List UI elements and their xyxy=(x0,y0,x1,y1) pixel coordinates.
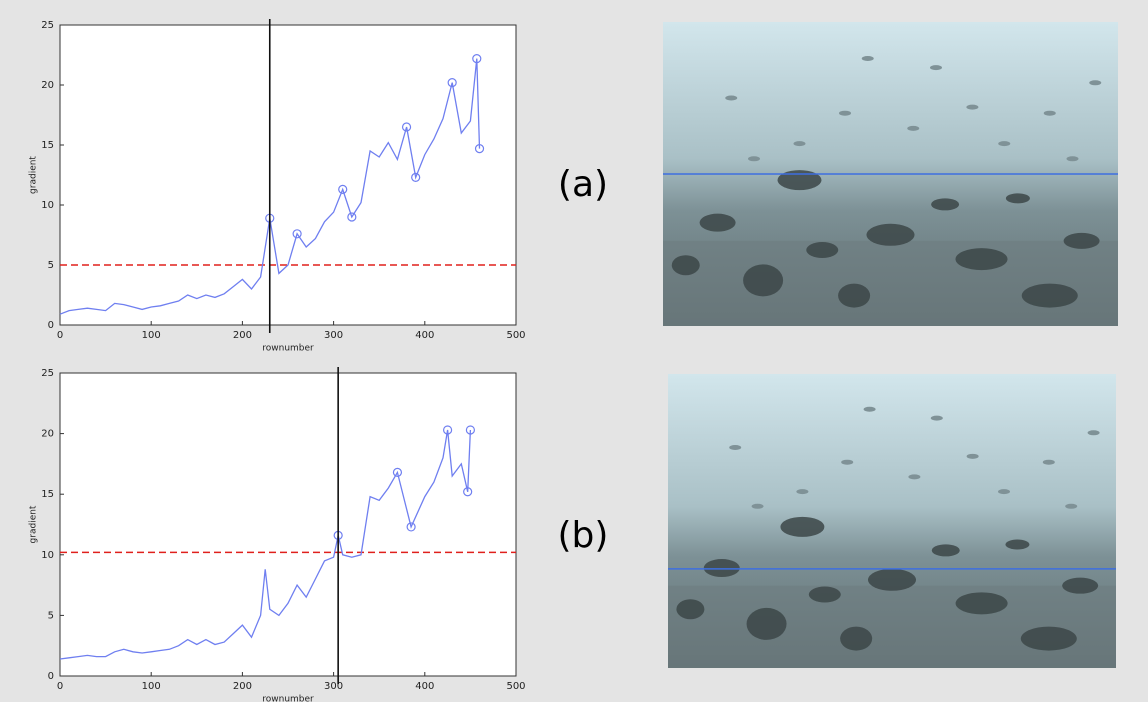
x-tick-label: 500 xyxy=(506,681,525,692)
x-tick-label: 300 xyxy=(324,681,343,692)
fish xyxy=(780,517,824,537)
y-tick-label: 5 xyxy=(48,610,54,621)
fish xyxy=(809,587,841,603)
fish xyxy=(676,599,704,619)
y-tick-label: 25 xyxy=(41,368,54,379)
fish xyxy=(966,105,978,110)
fish xyxy=(1065,504,1077,509)
fish xyxy=(998,489,1010,494)
fish xyxy=(932,544,960,556)
fish xyxy=(838,284,870,308)
fish xyxy=(956,248,1008,270)
fish xyxy=(908,474,920,479)
x-tick-label: 0 xyxy=(57,330,63,341)
x-tick-label: 100 xyxy=(142,330,161,341)
fish xyxy=(840,627,872,651)
y-tick-label: 10 xyxy=(41,550,54,561)
y-tick-label: 15 xyxy=(41,140,54,151)
fish xyxy=(1021,627,1077,651)
fish xyxy=(806,242,838,258)
y-tick-label: 5 xyxy=(48,260,54,271)
fish xyxy=(867,224,915,246)
x-axis-label: rownumber xyxy=(262,344,314,354)
fish xyxy=(1067,156,1079,161)
y-tick-label: 0 xyxy=(48,320,54,331)
y-axis-label: gradient xyxy=(29,156,39,194)
fish xyxy=(1005,540,1029,550)
x-tick-label: 0 xyxy=(57,681,63,692)
x-axis-label: rownumber xyxy=(262,695,314,702)
fish xyxy=(841,460,853,465)
x-tick-label: 500 xyxy=(506,330,525,341)
x-tick-label: 400 xyxy=(415,330,434,341)
panel-label: (b) xyxy=(558,515,609,556)
fish xyxy=(930,65,942,70)
panel-label: (a) xyxy=(558,164,608,205)
plot-area xyxy=(60,25,516,325)
y-tick-label: 10 xyxy=(41,200,54,211)
x-tick-label: 300 xyxy=(324,330,343,341)
y-axis-label: gradient xyxy=(29,505,39,543)
fish xyxy=(1006,193,1030,203)
fish xyxy=(778,170,822,190)
fish xyxy=(864,407,876,412)
fish xyxy=(839,111,851,116)
fish xyxy=(700,214,736,232)
fish xyxy=(752,504,764,509)
fish xyxy=(862,56,874,61)
fish xyxy=(931,416,943,421)
fish xyxy=(1022,284,1078,308)
fish xyxy=(1089,80,1101,85)
fish xyxy=(1088,430,1100,435)
fish xyxy=(998,141,1010,146)
y-tick-label: 20 xyxy=(41,429,54,440)
figure: 01002003004005000510152025rownumbergradi… xyxy=(0,0,1148,702)
fish xyxy=(967,454,979,459)
fish xyxy=(729,445,741,450)
fish xyxy=(868,569,916,591)
fish xyxy=(956,592,1008,614)
y-tick-label: 15 xyxy=(41,489,54,500)
x-tick-label: 100 xyxy=(142,681,161,692)
fish xyxy=(931,198,959,210)
plot-area xyxy=(60,373,516,676)
fish xyxy=(704,559,740,577)
fish xyxy=(672,255,700,275)
fish xyxy=(725,96,737,101)
y-tick-label: 0 xyxy=(48,671,54,682)
fish xyxy=(907,126,919,131)
fish xyxy=(1043,460,1055,465)
fish xyxy=(748,156,760,161)
seafloor xyxy=(663,241,1118,326)
fish xyxy=(1062,578,1098,594)
fish xyxy=(794,141,806,146)
y-tick-label: 25 xyxy=(41,20,54,31)
fish xyxy=(747,608,787,640)
x-tick-label: 200 xyxy=(233,330,252,341)
fish xyxy=(1044,111,1056,116)
fish xyxy=(743,264,783,296)
y-tick-label: 20 xyxy=(41,80,54,91)
x-tick-label: 200 xyxy=(233,681,252,692)
fish xyxy=(1064,233,1100,249)
x-tick-label: 400 xyxy=(415,681,434,692)
fish xyxy=(796,489,808,494)
